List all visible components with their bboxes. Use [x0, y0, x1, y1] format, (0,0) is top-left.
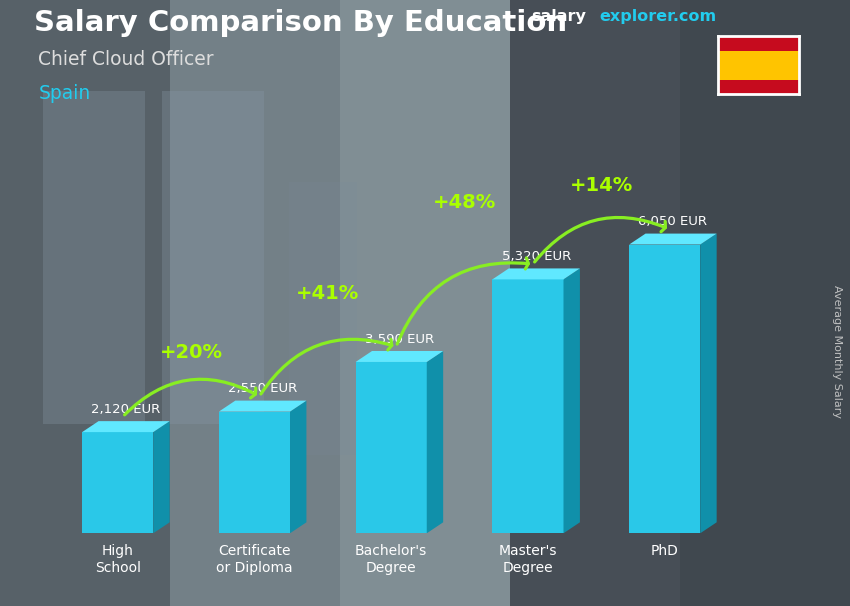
- Polygon shape: [629, 245, 700, 533]
- Bar: [42, 91, 144, 424]
- Text: Average Monthly Salary: Average Monthly Salary: [832, 285, 842, 418]
- Bar: [0, 0, 170, 606]
- Polygon shape: [290, 401, 306, 533]
- Polygon shape: [492, 268, 580, 279]
- Bar: [510, 0, 680, 606]
- Bar: [170, 0, 340, 606]
- Text: 5,320 EUR: 5,320 EUR: [502, 250, 571, 263]
- Text: explorer.com: explorer.com: [599, 9, 717, 24]
- Polygon shape: [355, 351, 443, 362]
- Text: +41%: +41%: [296, 284, 360, 304]
- Polygon shape: [153, 421, 170, 533]
- Polygon shape: [219, 401, 306, 411]
- Polygon shape: [700, 233, 717, 533]
- Bar: [718, 51, 799, 79]
- Polygon shape: [492, 279, 564, 533]
- Polygon shape: [82, 432, 153, 533]
- Bar: [289, 182, 357, 454]
- Text: salary: salary: [531, 9, 586, 24]
- Polygon shape: [629, 233, 717, 245]
- Polygon shape: [355, 362, 427, 533]
- Text: 2,550 EUR: 2,550 EUR: [228, 382, 298, 396]
- Text: +48%: +48%: [433, 193, 496, 212]
- Text: Chief Cloud Officer: Chief Cloud Officer: [38, 50, 214, 68]
- Text: Spain: Spain: [38, 84, 90, 102]
- Text: +14%: +14%: [570, 176, 633, 195]
- Bar: [340, 0, 510, 606]
- Text: 6,050 EUR: 6,050 EUR: [638, 215, 707, 228]
- Polygon shape: [219, 411, 290, 533]
- Bar: [680, 0, 850, 606]
- Text: Salary Comparison By Education: Salary Comparison By Education: [34, 9, 567, 37]
- Bar: [162, 91, 264, 424]
- Text: +20%: +20%: [160, 342, 223, 362]
- Polygon shape: [82, 421, 170, 432]
- Bar: [510, 0, 850, 606]
- Text: 2,120 EUR: 2,120 EUR: [91, 403, 161, 416]
- Polygon shape: [564, 268, 580, 533]
- Text: 3,590 EUR: 3,590 EUR: [365, 333, 434, 346]
- Polygon shape: [427, 351, 443, 533]
